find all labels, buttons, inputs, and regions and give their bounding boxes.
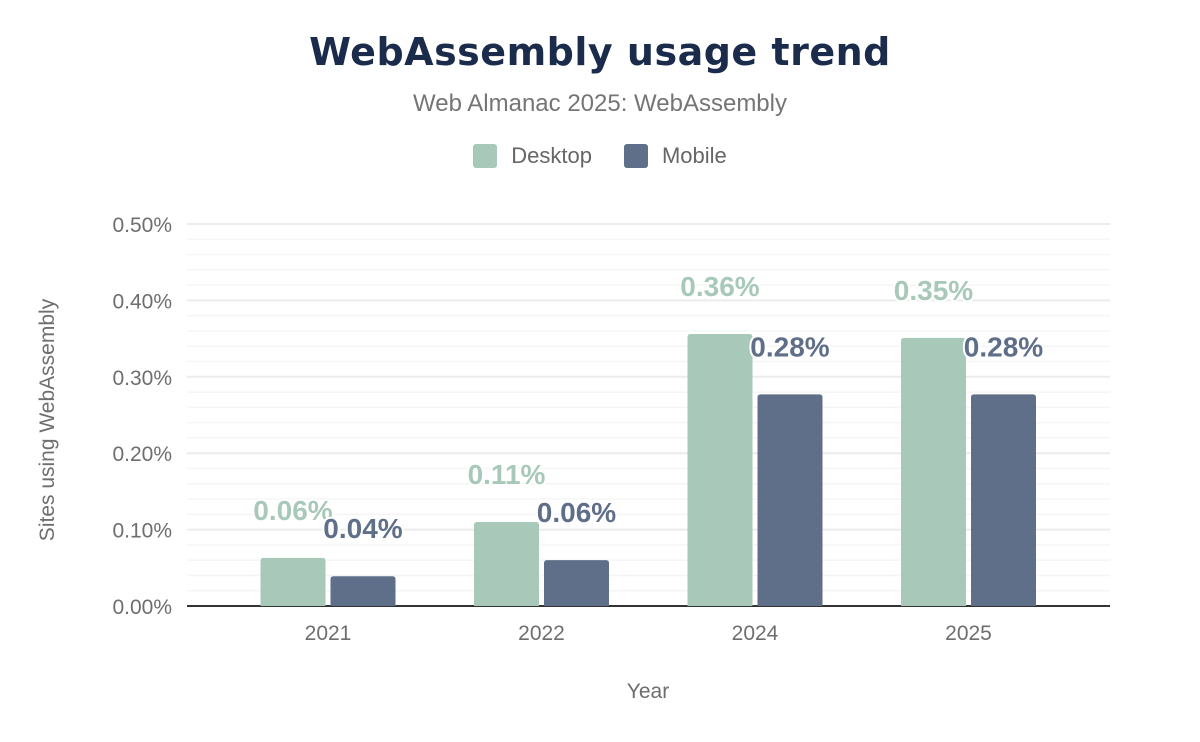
bar-mobile [971, 394, 1036, 606]
data-label-desktop: 0.36% [680, 271, 759, 302]
y-tick-label: 0.50% [112, 214, 172, 237]
x-axis-title: Year [627, 680, 669, 703]
bar-desktop [687, 334, 753, 606]
x-tick-label: 2024 [732, 622, 779, 645]
bar-mobile [757, 394, 823, 606]
data-label-mobile: 0.04% [323, 513, 402, 544]
y-tick-label: 0.30% [112, 367, 172, 390]
data-label-mobile: 0.28% [964, 331, 1043, 362]
bar-mobile [330, 576, 396, 606]
legend-swatch-desktop [473, 144, 498, 168]
data-label-mobile: 0.28% [750, 331, 829, 362]
y-tick-label: 0.10% [112, 520, 172, 543]
legend-swatch-mobile [623, 144, 648, 168]
x-tick-label: 2021 [305, 622, 352, 645]
data-label-desktop: 0.11% [468, 459, 546, 490]
data-label-desktop: 0.35% [894, 275, 973, 306]
legend: Desktop Mobile [0, 143, 1200, 169]
bar-mobile [544, 560, 609, 606]
bar-desktop [260, 557, 326, 606]
data-label-desktop: 0.06% [253, 495, 332, 526]
bar-desktop [901, 337, 966, 606]
chart-subtitle: Web Almanac 2025: WebAssembly [413, 90, 787, 117]
bar-desktop [474, 521, 539, 606]
legend-item-mobile[interactable]: Mobile [623, 143, 727, 169]
legend-label-mobile: Mobile [661, 143, 727, 168]
x-tick-label: 2022 [518, 622, 565, 645]
x-tick-label: 2025 [945, 622, 992, 645]
y-tick-label: 0.20% [112, 443, 172, 466]
chart-title: WebAssembly usage trend [309, 30, 891, 74]
y-axis-title: Sites using WebAssembly [36, 298, 59, 541]
y-tick-label: 0.00% [112, 596, 172, 619]
legend-item-desktop[interactable]: Desktop [473, 143, 592, 169]
y-tick-label: 0.40% [112, 290, 172, 313]
data-label-mobile: 0.06% [537, 497, 616, 528]
legend-label-desktop: Desktop [511, 143, 592, 168]
